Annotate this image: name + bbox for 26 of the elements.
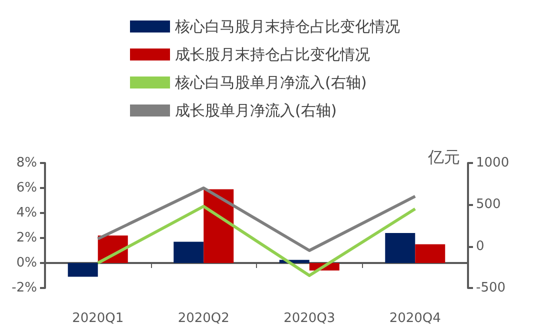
y-tick-label: 8%	[16, 156, 37, 170]
legend-label: 核心白马股单月净流入(右轴)	[174, 74, 367, 92]
x-tick-label: 2020Q4	[389, 311, 441, 326]
y-tick-label: -2%	[12, 280, 37, 296]
bar	[204, 189, 234, 263]
legend-label: 核心白马股月末持仓占比变化情况	[174, 18, 400, 36]
y-tick-label: 2%	[16, 230, 37, 246]
x-tick-label: 2020Q1	[72, 311, 124, 326]
bar	[385, 233, 416, 263]
bar	[174, 242, 204, 263]
y2-tick-label: 1000	[476, 156, 510, 170]
y2-tick-label: -500	[476, 280, 506, 296]
y-tick-label: 6%	[16, 180, 37, 196]
bar	[68, 263, 98, 277]
line-series	[96, 186, 417, 252]
y2-tick-label: 0	[476, 238, 484, 254]
y2-axis-title: 亿元	[427, 148, 460, 166]
legend-label: 成长股月末持仓占比变化情况	[175, 46, 370, 64]
y-tick-label: 4%	[16, 206, 37, 220]
x-tick-label: 2020Q2	[178, 311, 230, 326]
bar	[415, 244, 446, 263]
x-tick-label: 2020Q3	[284, 311, 336, 326]
legend-label: 成长股单月净流入(右轴)	[175, 102, 337, 120]
line-series	[96, 204, 417, 277]
y2-tick-label: 500	[476, 197, 501, 212]
y-tick-label: 0%	[16, 256, 37, 270]
